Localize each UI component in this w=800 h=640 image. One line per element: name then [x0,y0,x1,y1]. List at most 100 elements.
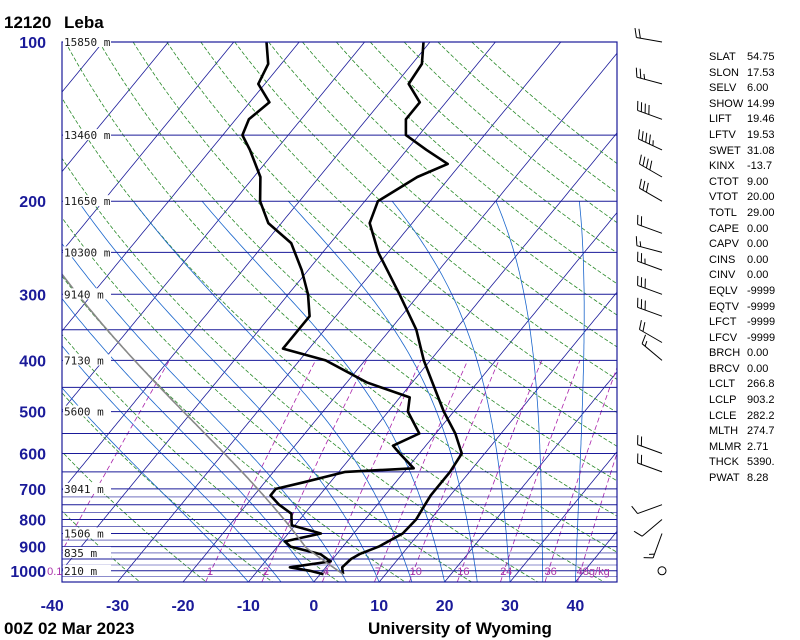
index-row: CAPE 0.00 [709,222,799,238]
index-key: LCLE [709,409,737,422]
isotherm [313,212,617,582]
sounding-profiles [62,42,464,576]
index-row: THCK 5390. [709,455,799,471]
temperature-tick-label: -10 [237,598,260,615]
wind-barb [631,504,663,515]
index-value: 9.00 [747,175,769,188]
height-label: 1506 m [64,528,104,541]
index-row: CINV 0.00 [709,268,799,284]
index-row: PWAT 8.28 [709,471,799,487]
temperature-tick-label: -20 [171,598,194,615]
index-value: 0.00 [747,269,769,282]
index-value: 0.00 [747,238,769,251]
dry-adiabat [62,157,539,582]
index-row: MLTH 274.7 [709,424,799,440]
index-value: 31.08 [747,144,775,157]
index-value: -9999 [747,331,776,344]
pressure-tick-label: 400 [19,353,46,370]
index-value: 14.99 [747,97,775,110]
wind-barb [638,178,663,202]
wind-barb [633,519,663,537]
index-row: CAPV 0.00 [709,237,799,253]
index-value: -9999 [747,316,776,329]
dry-adiabat [302,42,617,316]
temperature-tick-label: -30 [106,598,129,615]
height-label-bg [63,246,111,258]
wind-barb [637,297,663,317]
height-label-bg [63,195,111,207]
height-label-bg [63,482,111,494]
moist-adiabat [62,345,282,582]
index-row: LCLT 266.8 [709,377,799,393]
moist-adiabat [575,201,585,582]
index-value: 19.53 [747,128,775,141]
date-label: 00Z 02 Mar 2023 [4,619,134,638]
wind-barb [637,129,663,151]
index-key: LIFT [709,113,732,126]
isotherm [62,42,365,412]
index-key: EQTV [709,300,739,313]
dry-adiabat [62,510,141,582]
index-row: CINS 0.00 [709,253,799,269]
moist-adiabat [62,242,347,582]
plot-frame [61,41,618,583]
height-label-bg [63,546,111,558]
index-row: SELV 6.00 [709,81,799,97]
wind-barb [634,28,663,43]
dewpoint-profile [241,42,421,576]
height-label: 11650 m [64,195,111,208]
temperature-tick-label: 20 [436,598,454,615]
index-row: VTOT 20.00 [709,190,799,206]
index-key: CINS [709,253,736,266]
index-row: BRCH 0.00 [709,346,799,362]
mixing-ratio-label: 7 [375,566,381,578]
index-row: EQLV -9999 [709,284,799,300]
station-id: 12120 [4,13,51,32]
height-label: 9140 m [64,288,104,301]
wind-barbs [631,28,667,576]
index-row: TOTL 29.00 [709,206,799,222]
index-key: THCK [709,456,739,469]
index-key: SWET [709,144,741,157]
moist-adiabat [77,200,380,582]
index-value: 29.00 [747,206,775,219]
height-label: 3041 m [64,483,104,496]
isotherm [0,42,38,582]
wind-barb [637,214,663,234]
height-label-bg [63,564,111,576]
index-key: SLON [709,66,739,79]
moist-adiabat [391,200,511,582]
station-name: Leba [64,13,104,32]
wind-barb [635,236,663,253]
mixing-ratio-line [205,360,316,582]
index-value: 19.46 [747,113,775,126]
height-label: 5600 m [64,406,104,419]
index-value: -9999 [747,284,776,297]
index-value: 8.28 [747,472,769,485]
index-value: 0.00 [747,347,769,360]
height-label: 835 m [64,547,97,560]
source-label: University of Wyoming [368,619,552,638]
wind-barb-calm [657,566,667,576]
index-value: 54.75 [747,51,775,63]
temperature-tick-label: 0 [309,598,318,615]
mixing-ratio-label: 1 [207,566,213,578]
mixing-ratio-label: 4 [323,566,329,578]
wind-barb [635,67,663,85]
index-value: 0.00 [747,362,769,375]
isotherm [509,451,617,582]
isotherm [378,291,617,582]
index-key: CAPE [709,222,739,235]
isotherm [62,42,300,332]
index-row: SLON 17.53 [709,66,799,82]
temperature-tick-label: 40 [567,598,585,615]
index-row: LFTV 19.53 [709,128,799,144]
index-row: EQTV -9999 [709,300,799,316]
index-key: LCLP [709,394,737,407]
temperature-tick-label: 10 [370,598,388,615]
index-value: 274.7 [747,425,775,438]
height-label: 15850 m [64,36,111,49]
temperature-axis: -40 -30 -20 -10 0 10 20 30 40 [41,598,585,615]
moist-adiabat [133,200,413,582]
index-key: TOTL [709,206,737,219]
